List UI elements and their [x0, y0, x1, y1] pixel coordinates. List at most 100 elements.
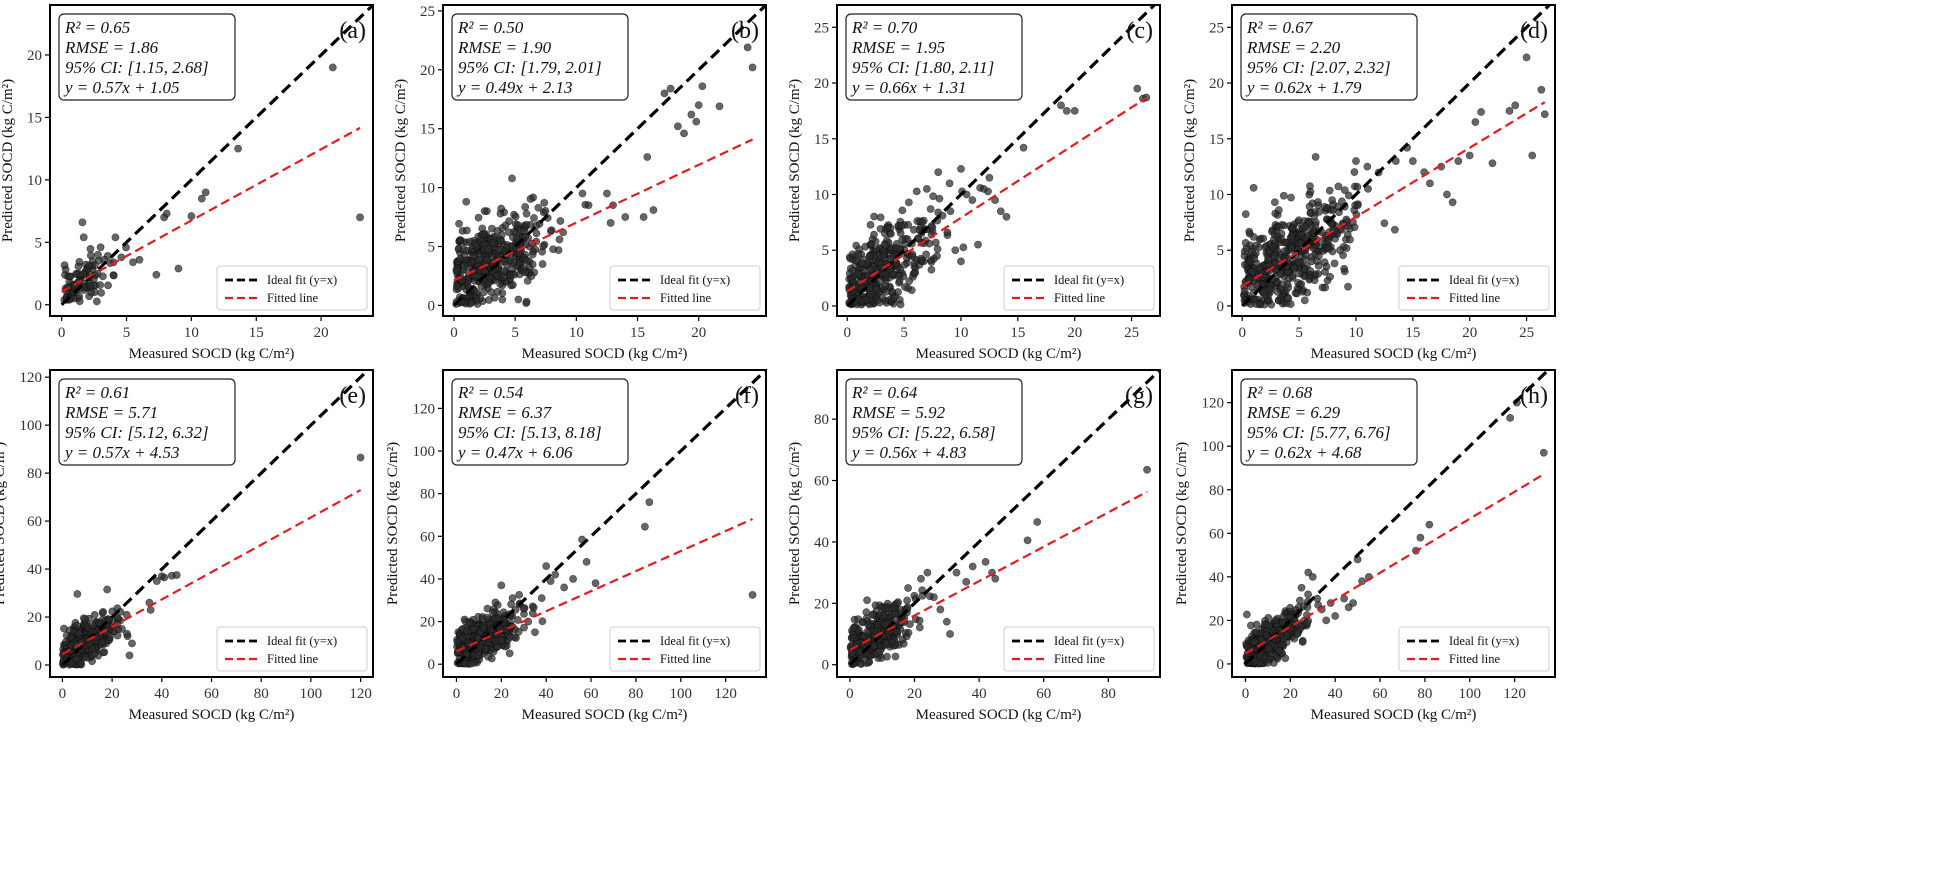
data-point	[1321, 283, 1330, 292]
axes-frame	[442, 369, 767, 678]
data-point	[1286, 603, 1295, 612]
legend-fitted-label: Fitted line	[660, 291, 711, 305]
data-point	[146, 605, 155, 614]
data-point	[522, 256, 531, 265]
stats-line: y = 0.49x + 2.13	[456, 78, 573, 97]
x-tick-label: 80	[1101, 686, 1116, 702]
data-point	[1334, 182, 1343, 191]
data-point	[933, 245, 942, 253]
x-tick-label: 20	[1067, 325, 1082, 341]
legend-ideal-label: Ideal fit (y=x)	[1054, 634, 1124, 648]
x-tick-label: 120	[349, 686, 372, 702]
stats-box	[1240, 378, 1418, 466]
data-point	[1297, 280, 1306, 289]
legend-ideal-label: Ideal fit (y=x)	[660, 273, 730, 287]
stats-line: RMSE = 5.71	[64, 403, 158, 422]
data-point	[1314, 261, 1323, 270]
data-point	[897, 222, 906, 231]
x-tick-label: 40	[972, 686, 987, 702]
data-point	[79, 270, 88, 279]
axes-frame	[836, 4, 1161, 317]
ideal-fit-line	[61, 370, 370, 667]
data-point	[909, 225, 918, 234]
y-tick-label: 20	[420, 615, 435, 631]
data-point	[854, 615, 863, 624]
data-point	[514, 295, 523, 304]
panel-label: (b)	[731, 18, 759, 44]
data-point	[645, 498, 654, 507]
data-point	[1324, 244, 1333, 253]
data-point	[698, 82, 707, 91]
data-point	[1264, 255, 1273, 264]
data-point	[1259, 234, 1268, 243]
x-tick-label: 60	[1373, 686, 1388, 702]
x-tick-label: 10	[184, 325, 199, 341]
data-point	[484, 652, 492, 661]
data-point	[1241, 210, 1250, 219]
data-point	[92, 297, 101, 306]
x-tick-label: 20	[907, 686, 922, 702]
fitted-line	[1241, 101, 1546, 287]
ideal-fit-line	[846, 5, 1156, 308]
data-point	[985, 173, 994, 182]
data-point	[1297, 583, 1306, 592]
y-tick-label: 20	[1209, 76, 1224, 92]
data-point	[888, 638, 897, 647]
plot-area	[846, 370, 1160, 669]
y-tick-label: 40	[814, 535, 829, 551]
data-point	[866, 220, 875, 229]
y-tick-label: 0	[1217, 657, 1225, 673]
data-point	[1390, 225, 1399, 234]
x-tick-label: 80	[254, 686, 269, 702]
y-tick-label: 80	[1209, 483, 1224, 499]
x-tick-label: 25	[1124, 325, 1139, 341]
data-point	[501, 221, 510, 230]
y-axis-label: Predicted SOCD (kg C/m²)	[1182, 79, 1198, 242]
data-point	[460, 262, 469, 270]
plot-area	[59, 370, 370, 669]
data-point	[1033, 518, 1042, 526]
data-point	[1248, 248, 1256, 256]
stats-line: y = 0.57x + 1.05	[63, 78, 180, 97]
chart-panel-g: 0 20 40 60 80 0 20 40 60 80 Measured SOCD (kg C/m²…	[787, 369, 1161, 723]
x-tick-label: 10	[953, 325, 968, 341]
data-point	[1287, 234, 1296, 243]
data-point	[537, 594, 546, 603]
data-point	[162, 209, 171, 218]
data-point	[869, 611, 877, 620]
data-point	[1325, 186, 1334, 195]
chart-panel-e: 0 20 40 60 80 100 120 0 20 40 60 80 100 120 Measured S…	[0, 369, 374, 723]
data-point	[927, 265, 936, 274]
data-point	[479, 623, 488, 632]
stats-line: R² = 0.64	[851, 383, 918, 402]
data-point	[908, 250, 917, 259]
x-tick-label: 5	[1295, 325, 1303, 341]
stats-box	[451, 378, 629, 466]
data-point	[481, 645, 490, 653]
data-point	[500, 266, 508, 275]
panel-label: (f)	[735, 383, 759, 409]
panel-label: (e)	[339, 383, 366, 409]
stats-line: y = 0.62x + 1.79	[1245, 78, 1362, 97]
data-point	[945, 179, 954, 188]
y-axis-label: Predicted SOCD (kg C/m²)	[787, 79, 803, 242]
y-tick-label: 60	[814, 474, 829, 490]
stats-line: R² = 0.50	[457, 18, 524, 37]
data-point	[1270, 251, 1279, 260]
data-point	[526, 195, 535, 203]
data-point	[1349, 599, 1358, 607]
legend-fitted-label: Fitted line	[267, 291, 318, 305]
data-point	[521, 203, 530, 211]
data-point	[881, 281, 890, 290]
data-point	[519, 226, 528, 235]
data-point	[929, 192, 938, 201]
data-point	[472, 242, 481, 250]
legend-fitted-label: Fitted line	[1054, 652, 1105, 666]
data-point	[1408, 157, 1417, 165]
panel-label: (a)	[339, 18, 366, 44]
data-point	[1425, 520, 1434, 529]
data-point	[1265, 621, 1273, 630]
y-tick-label: 10	[1209, 187, 1224, 203]
stats-box	[58, 378, 236, 466]
data-point	[1133, 84, 1142, 93]
